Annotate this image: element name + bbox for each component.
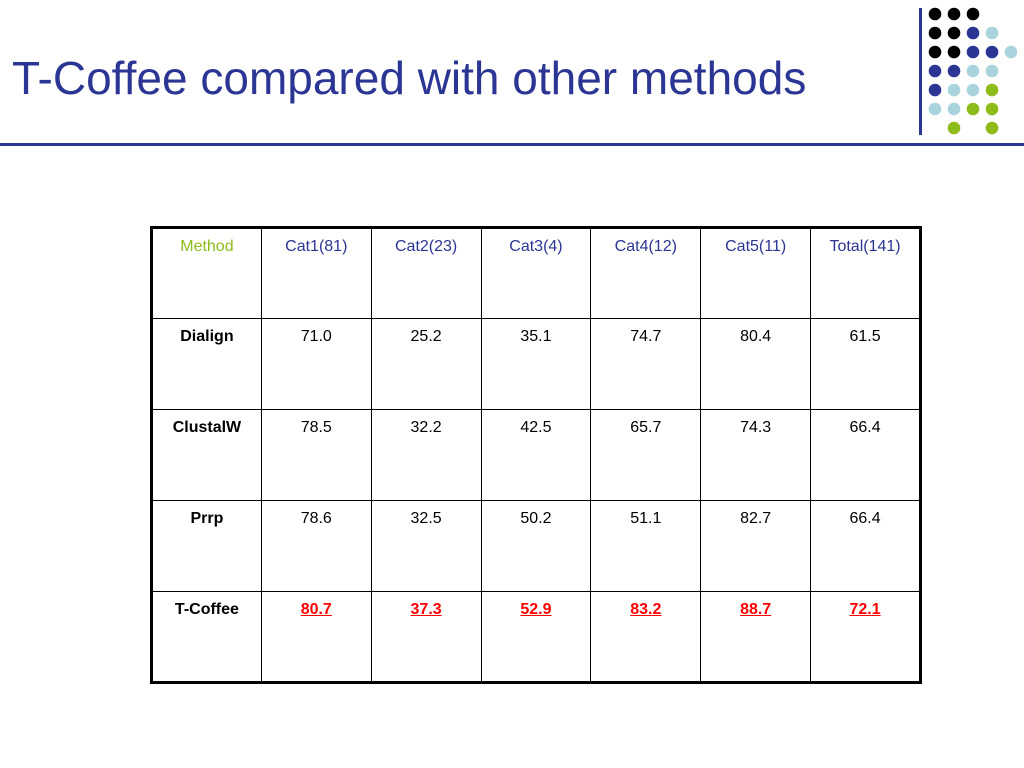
decorative-dot (928, 26, 942, 40)
score-cell: 35.1 (480, 318, 592, 410)
best-score-cell: 83.2 (590, 591, 702, 683)
decorative-dot (985, 45, 999, 59)
method-name-cell: ClustalW (151, 409, 262, 501)
method-name-cell: T-Coffee (151, 591, 262, 683)
decorative-dot (966, 102, 980, 116)
decorative-dot (985, 83, 999, 97)
decorative-dot (947, 64, 961, 78)
score-cell: 78.5 (260, 409, 372, 501)
score-cell: 25.2 (370, 318, 482, 410)
table-row-prrp: Prrp 78.6 32.5 50.2 51.1 82.7 66.4 (151, 500, 921, 592)
slide-title: T-Coffee compared with other methods (12, 52, 807, 104)
column-header-cat1: Cat1(81) (260, 227, 372, 319)
column-header-cat5: Cat5(11) (700, 227, 812, 319)
decorative-dot (928, 83, 942, 97)
score-cell: 71.0 (260, 318, 372, 410)
score-cell: 32.2 (370, 409, 482, 501)
decorative-dot (928, 45, 942, 59)
decorative-dot (947, 26, 961, 40)
score-cell: 66.4 (810, 500, 921, 592)
column-header-total: Total(141) (810, 227, 921, 319)
column-header-cat2: Cat2(23) (370, 227, 482, 319)
decorative-dot (966, 26, 980, 40)
score-cell: 50.2 (480, 500, 592, 592)
column-header-cat3: Cat3(4) (480, 227, 592, 319)
score-cell: 82.7 (700, 500, 812, 592)
decorative-dot (947, 83, 961, 97)
table-row-clustalw: ClustalW 78.5 32.2 42.5 65.7 74.3 66.4 (151, 409, 921, 501)
column-header-method: Method (151, 227, 262, 319)
table-header-row: Method Cat1(81) Cat2(23) Cat3(4) Cat4(12… (151, 227, 921, 319)
decorative-dot (947, 7, 961, 21)
decorative-dot (985, 64, 999, 78)
best-score-cell: 37.3 (370, 591, 482, 683)
decorative-dot (966, 64, 980, 78)
decorative-dot (928, 64, 942, 78)
best-score-cell: 52.9 (480, 591, 592, 683)
score-cell: 78.6 (260, 500, 372, 592)
comparison-table: Method Cat1(81) Cat2(23) Cat3(4) Cat4(12… (150, 226, 922, 684)
score-cell: 42.5 (480, 409, 592, 501)
decorative-dot (947, 102, 961, 116)
decorative-dot (985, 102, 999, 116)
score-cell: 61.5 (810, 318, 921, 410)
decorative-dot (966, 45, 980, 59)
decorative-dot (985, 26, 999, 40)
decorative-dot (966, 7, 980, 21)
title-underline (0, 143, 1024, 146)
decorative-dot (947, 45, 961, 59)
score-cell: 74.7 (590, 318, 702, 410)
score-cell: 32.5 (370, 500, 482, 592)
decorative-dot (1004, 45, 1018, 59)
score-cell: 74.3 (700, 409, 812, 501)
score-cell: 65.7 (590, 409, 702, 501)
method-name-cell: Dialign (151, 318, 262, 410)
score-cell: 51.1 (590, 500, 702, 592)
decorative-dot (928, 7, 942, 21)
method-name-cell: Prrp (151, 500, 262, 592)
table-row-dialign: Dialign 71.0 25.2 35.1 74.7 80.4 61.5 (151, 318, 921, 410)
decorative-dot (985, 121, 999, 135)
best-score-cell: 72.1 (810, 591, 921, 683)
decorative-dot (928, 102, 942, 116)
best-score-cell: 80.7 (260, 591, 372, 683)
best-score-cell: 88.7 (700, 591, 812, 683)
table-row-tcoffee: T-Coffee 80.7 37.3 52.9 83.2 88.7 72.1 (151, 591, 921, 683)
score-cell: 80.4 (700, 318, 812, 410)
decorative-dot (966, 83, 980, 97)
score-cell: 66.4 (810, 409, 921, 501)
column-header-cat4: Cat4(12) (590, 227, 702, 319)
decorative-vertical-rule (919, 8, 922, 135)
decorative-dot (947, 121, 961, 135)
